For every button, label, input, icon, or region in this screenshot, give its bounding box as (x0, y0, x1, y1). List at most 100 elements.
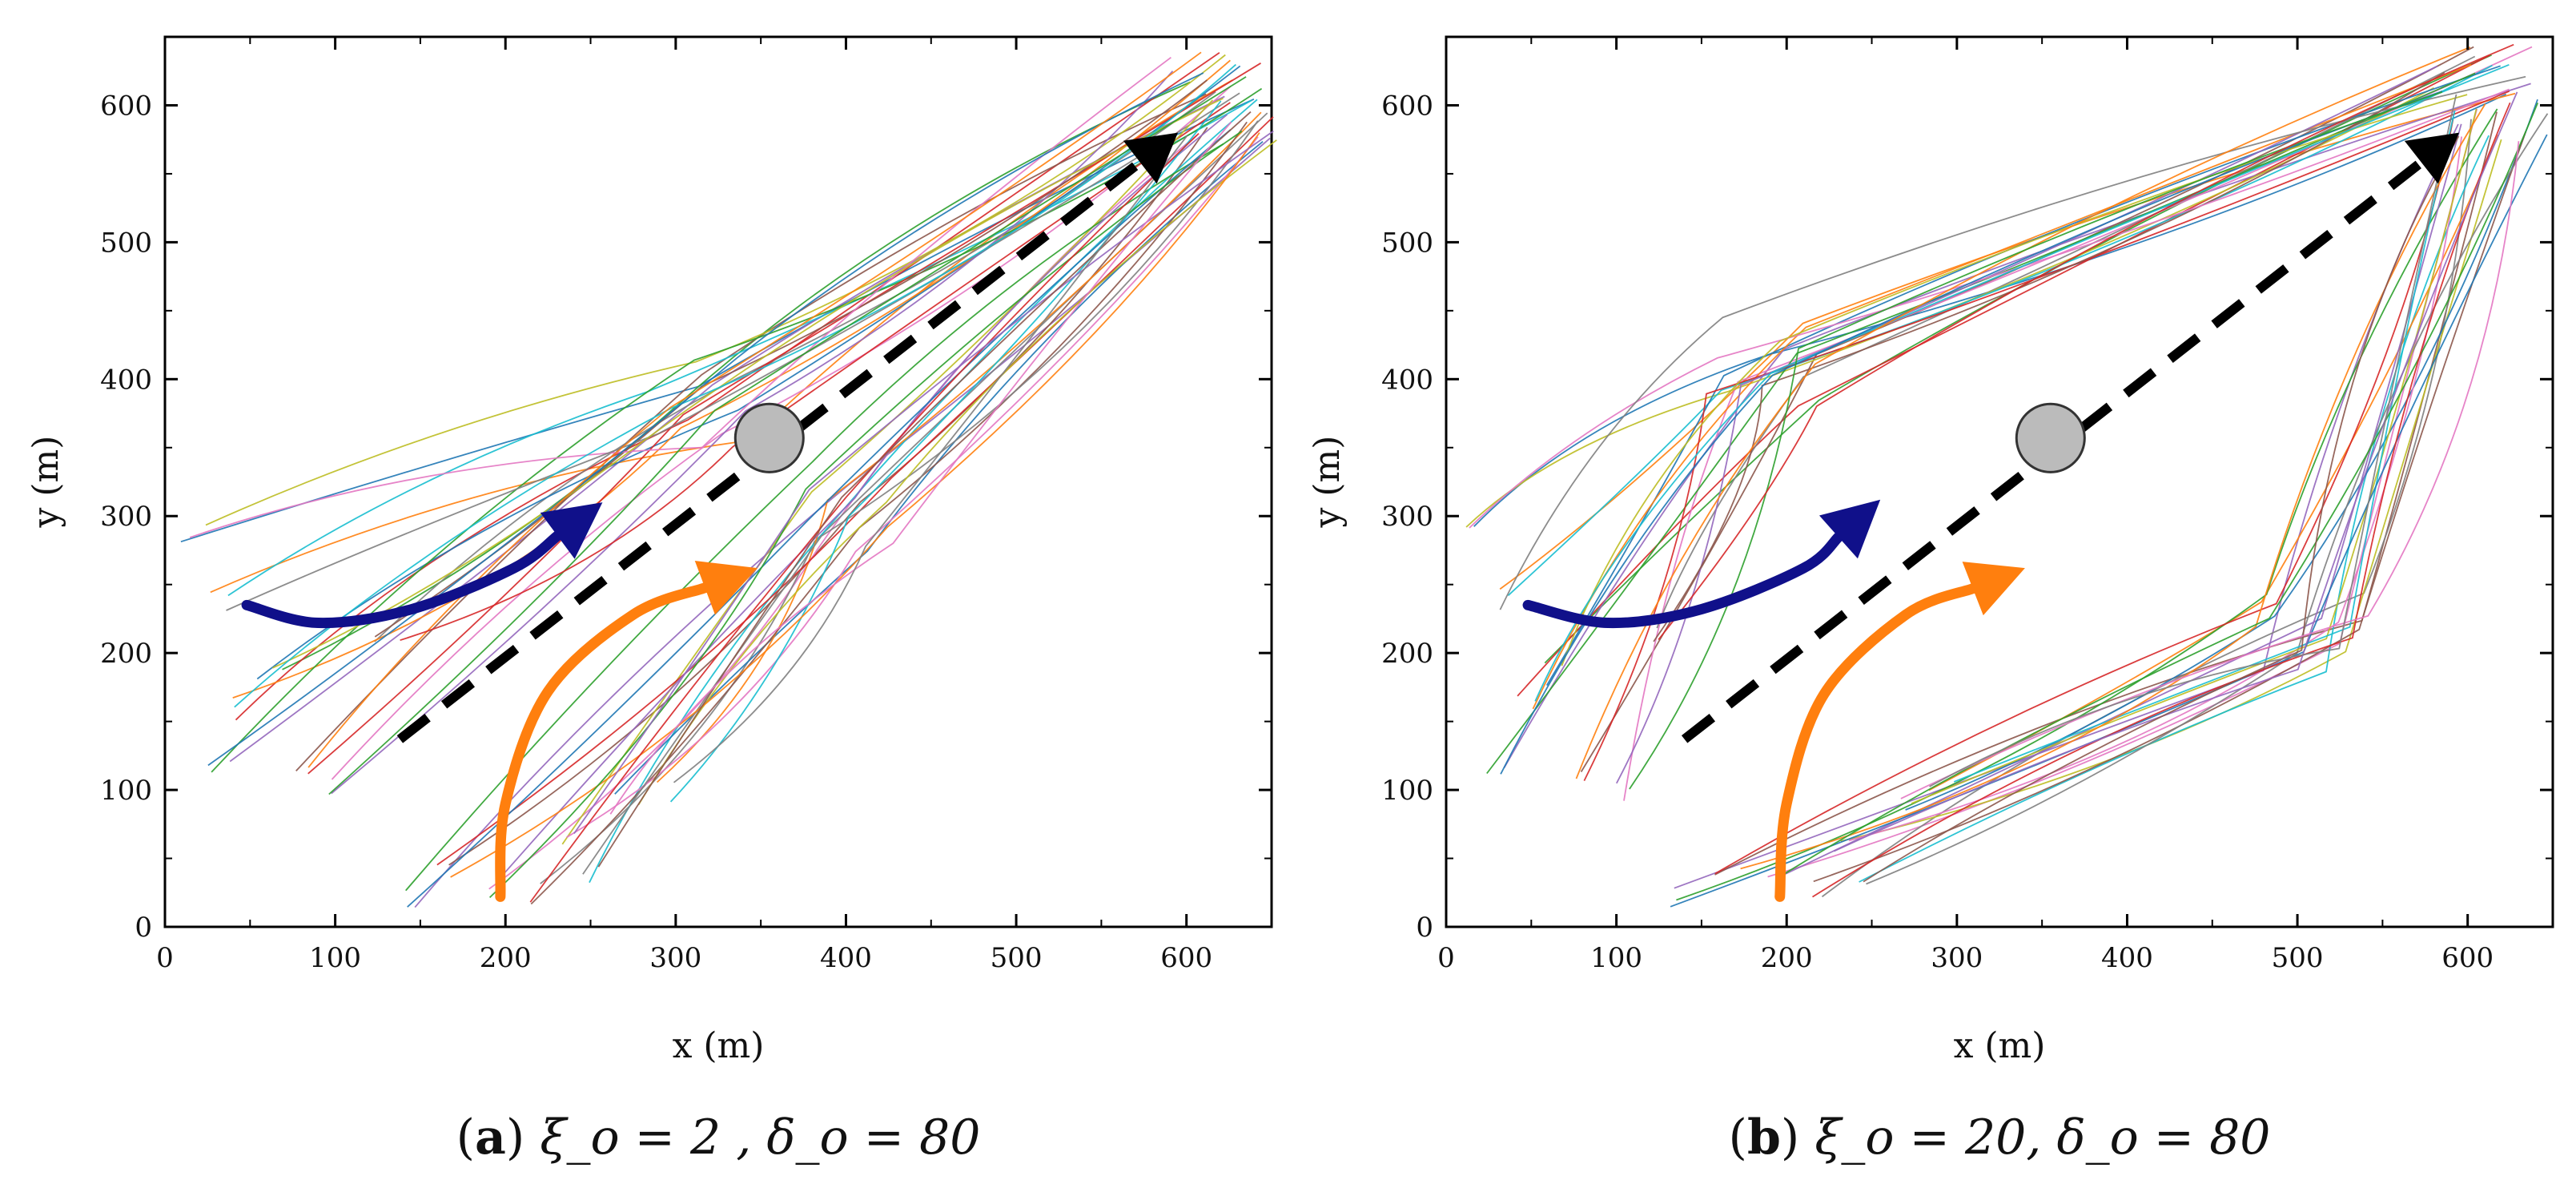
y-tick-label-a-400: 400 (100, 364, 152, 396)
x-tick-label-b-0: 0 (1437, 942, 1455, 974)
y-tick-label-a-200: 200 (100, 638, 152, 670)
x-axis-label-a: x (m) (673, 1025, 765, 1066)
tick-labels-b: 0 100 200 300 400 500 600 0 100 200 300 400 500 600 (1381, 90, 2494, 974)
tick-labels-a: 0 100 200 300 400 500 600 0 100 200 300 400 500 600 (100, 90, 1212, 974)
trajectory-line-b-1-1 (1714, 111, 2498, 876)
trajectory-line-b-1-9 (1714, 119, 2454, 875)
panel-b: 0 100 200 300 400 500 600 0 100 200 300 400 500 600 x… (1307, 35, 2554, 1166)
ticks-b (1445, 37, 2553, 928)
trajectory-line-b-1-14 (1911, 108, 2478, 804)
trajectory-line-a-1-13 (582, 120, 1259, 875)
orange-arrow-shaft-a (495, 582, 710, 902)
panel-a: 0 100 200 300 400 500 600 0 100 200 300 400 500 600 x… (26, 35, 1277, 1166)
x-tick-label-b-100: 100 (1590, 942, 1642, 974)
trajectory-line-a-0-22 (328, 76, 1247, 795)
x-tick-label-a-400: 400 (820, 942, 872, 974)
trajectory-line-a-1-21 (597, 111, 1252, 868)
trajectory-line-b-0-23 (1658, 43, 2514, 641)
trajectory-line-b-1-20 (1834, 91, 2518, 852)
trajectory-line-a-1-16 (407, 129, 1232, 908)
y-tick-label-a-100: 100 (100, 775, 152, 807)
y-tick-label-b-0: 0 (1416, 912, 1433, 944)
trajectory-line-b-1-19 (1812, 102, 2511, 898)
obstacle-b (2015, 402, 2086, 473)
y-tick-label-b-400: 400 (1381, 364, 1433, 396)
y-axis-label-a: y (m) (26, 436, 66, 529)
x-tick-label-b-300: 300 (1931, 942, 1983, 974)
x-tick-label-a-500: 500 (991, 942, 1043, 974)
caption-letter-b: b (1747, 1109, 1781, 1166)
y-tick-label-a-600: 600 (100, 90, 152, 122)
trajectory-line-b-0-18 (1561, 94, 2468, 666)
caption-b: (b) ξ_o = 20, δ_o = 80 (1729, 1109, 2271, 1166)
arrows-b (1522, 499, 2025, 902)
trajectory-line-a-0-11 (232, 59, 1231, 699)
y-tick-label-b-600: 600 (1381, 90, 1433, 122)
trajectory-line-b-0-19 (1534, 63, 2510, 702)
trajectory-line-b-1-5 (1859, 135, 2490, 883)
trajectory-line-a-1-9 (436, 116, 1274, 866)
blue-arrow-shaft-a (241, 530, 563, 629)
trajectory-line-a-1-10 (499, 114, 1228, 880)
trajectory-line-a-1-1 (448, 127, 1208, 866)
x-tick-label-b-500: 500 (2272, 942, 2324, 974)
trajectory-line-a-1-4 (561, 99, 1214, 845)
trajectory-line-a-1-8 (405, 143, 1224, 892)
trajectory-line-b-0-11 (1532, 63, 2472, 710)
trajectory-line-b-0-4 (1503, 83, 2531, 768)
trajectory-line-a-0-21 (307, 51, 1202, 768)
x-tick-label-a-100: 100 (309, 942, 361, 974)
trajectory-line-a-1-22 (609, 121, 1232, 815)
trajectory-line-b-1-18 (1782, 103, 2539, 876)
caption-expr-a: ξ_o = 2 , δ_o = 80 (540, 1109, 980, 1166)
trajectory-line-a-0-7 (374, 91, 1216, 642)
trajectory-line-b-1-13 (1866, 113, 2549, 885)
trajectory-line-a-0-8 (205, 54, 1226, 526)
y-axis-label-b: y (m) (1307, 436, 1348, 529)
trajectory-line-a-0-18 (272, 97, 1224, 669)
guide-arrowhead-a (1123, 132, 1179, 184)
trajectory-line-b-1-23 (1929, 94, 2457, 787)
trajectory-line-b-0-22 (1629, 91, 2442, 790)
trajectory-line-b-1-22 (1900, 141, 2520, 799)
trajectory-line-b-1-21 (1863, 135, 2460, 883)
y-tick-label-b-100: 100 (1381, 775, 1433, 807)
trajectory-line-a-0-14 (331, 70, 1174, 795)
orange-arrow-shaft-b (1774, 583, 1979, 902)
trajectory-line-a-0-5 (295, 93, 1207, 772)
trajectory-line-b-1-3 (1821, 119, 2472, 898)
trajectory-line-a-1-19 (529, 132, 1200, 903)
trajectory-line-a-0-17 (226, 92, 1240, 611)
trajectory-line-b-1-4 (1840, 139, 2502, 842)
trajectory-line-b-0-10 (1545, 65, 2501, 687)
x-tick-label-a-200: 200 (480, 942, 532, 974)
y-tick-label-a-0: 0 (135, 912, 152, 944)
obstacle-circle-b (2015, 402, 2086, 473)
x-tick-label-a-600: 600 (1160, 942, 1212, 974)
blue-arrow-shaft-b (1522, 531, 1844, 629)
y-tick-label-b-200: 200 (1381, 638, 1433, 670)
trajectory-line-b-1-11 (1813, 131, 2527, 883)
blue-arrow-head-a (540, 502, 603, 559)
ticks-a (163, 37, 1272, 928)
trajectory-line-a-1-20 (573, 130, 1274, 835)
caption-letter-a: a (475, 1109, 506, 1166)
y-tick-label-a-500: 500 (100, 227, 152, 259)
trajectory-line-b-0-17 (1499, 75, 2526, 610)
trajectory-line-b-0-12 (1486, 72, 2476, 775)
x-tick-label-a-0: 0 (156, 942, 174, 974)
trajectories-b (1465, 43, 2549, 908)
orange-arrow-head-b (1962, 562, 2025, 616)
x-tick-label-b-200: 200 (1761, 942, 1813, 974)
trajectory-line-b-1-15 (1953, 110, 2456, 783)
trajectory-line-a-0-10 (256, 65, 1241, 680)
x-tick-label-b-600: 600 (2441, 942, 2494, 974)
x-axis-label-b: x (m) (1954, 1025, 2046, 1066)
arrows-a (241, 502, 758, 902)
y-tick-label-a-300: 300 (100, 501, 152, 533)
orange-arrow-head-a (694, 561, 758, 615)
trajectory-line-a-0-20 (207, 72, 1204, 767)
trajectory-line-a-0-13 (307, 62, 1261, 775)
obstacle-circle-a (733, 402, 805, 473)
trajectory-line-b-1-12 (1848, 136, 2462, 842)
